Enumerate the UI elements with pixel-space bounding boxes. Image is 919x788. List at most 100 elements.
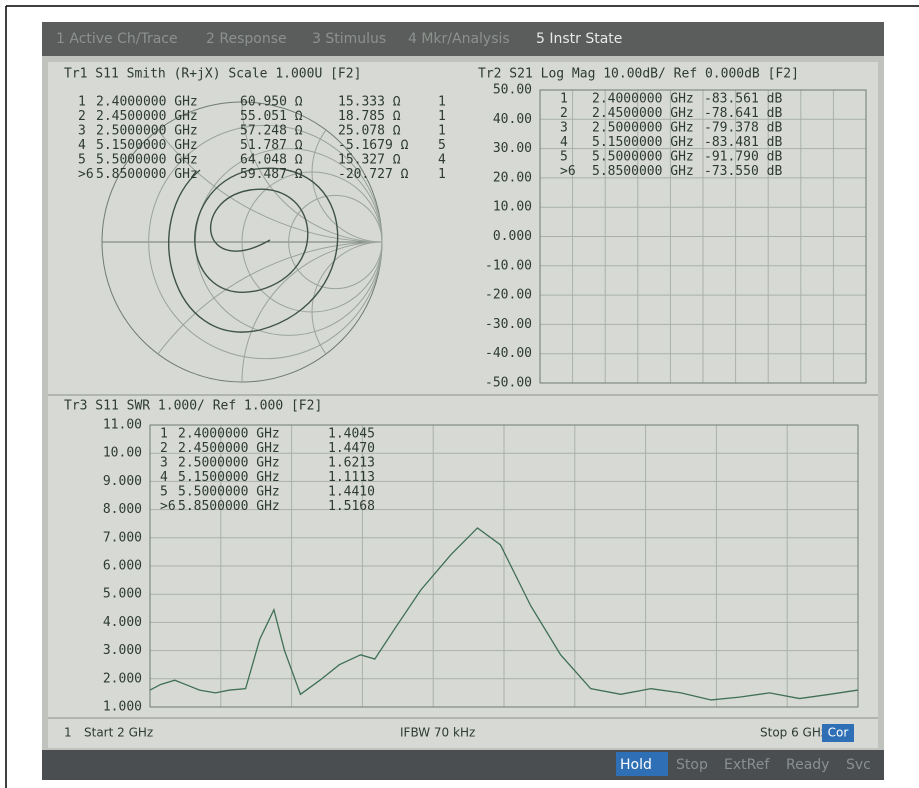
marker-readout: 2.4000000 GHz bbox=[96, 95, 198, 110]
y-tick-label: 8.000 bbox=[103, 502, 142, 517]
marker-readout: 1 bbox=[78, 95, 86, 110]
y-tick-label: -40.00 bbox=[485, 346, 532, 361]
marker-readout: 59.487 Ω bbox=[240, 167, 303, 182]
marker-readout: -73.550 dB bbox=[704, 164, 782, 179]
marker-readout: -78.641 dB bbox=[704, 106, 782, 121]
trace-title: Tr1 S11 Smith (R+jX) Scale 1.000U [F2] bbox=[64, 67, 361, 82]
status-button[interactable]: Svc bbox=[846, 757, 871, 773]
status-button[interactable]: Hold bbox=[620, 757, 652, 773]
status-button[interactable]: Stop bbox=[676, 757, 708, 773]
plot-frame bbox=[149, 424, 859, 708]
smith-grid bbox=[311, 241, 382, 382]
marker-readout: 2.5000000 GHz bbox=[592, 121, 694, 136]
y-tick-label: 0.000 bbox=[493, 229, 532, 244]
marker-readout: 5.5000000 GHz bbox=[592, 150, 694, 165]
status-start: Start 2 GHz bbox=[84, 726, 153, 740]
marker-readout: 1.4410 bbox=[328, 485, 375, 500]
marker-readout: 4 bbox=[560, 135, 568, 150]
hold-button-bg bbox=[616, 752, 668, 776]
trace-title: Tr3 S11 SWR 1.000/ Ref 1.000 [F2] bbox=[64, 399, 322, 414]
marker-readout: 2.5000000 GHz bbox=[96, 124, 198, 139]
marker-readout: -5.1679 Ω bbox=[338, 138, 409, 153]
y-tick-label: 3.000 bbox=[103, 643, 142, 658]
marker-readout: 5.8500000 GHz bbox=[96, 167, 198, 182]
marker-readout: 5 bbox=[560, 150, 568, 165]
marker-readout: 3 bbox=[160, 456, 168, 471]
marker-readout: 2.4000000 GHz bbox=[178, 427, 280, 442]
y-tick-label: 1.000 bbox=[103, 700, 142, 715]
trace-title: Tr2 S21 Log Mag 10.00dB/ Ref 0.000dB [F2… bbox=[478, 67, 799, 82]
status-button[interactable]: ExtRef bbox=[724, 757, 770, 773]
status-channel: 1 bbox=[64, 726, 72, 740]
y-tick-label: 4.000 bbox=[103, 615, 142, 630]
marker-readout: 4 bbox=[438, 153, 446, 168]
y-tick-label: 50.00 bbox=[493, 83, 532, 98]
marker-readout: 4 bbox=[78, 138, 86, 153]
marker-readout: 15.333 Ω bbox=[338, 95, 401, 110]
marker-readout: >6 bbox=[560, 164, 576, 179]
marker-readout: 1 bbox=[438, 109, 446, 124]
marker-readout: 5.1500000 GHz bbox=[178, 470, 280, 485]
y-tick-label: 5.000 bbox=[103, 587, 142, 602]
marker-readout: 5 bbox=[160, 485, 168, 500]
y-tick-label: -30.00 bbox=[485, 317, 532, 332]
marker-readout: -83.561 dB bbox=[704, 92, 782, 107]
marker-readout: 5.1500000 GHz bbox=[96, 138, 198, 153]
y-tick-label: 30.00 bbox=[493, 141, 532, 156]
marker-readout: 3 bbox=[560, 121, 568, 136]
menu-tab[interactable]: 4 Mkr/Analysis bbox=[408, 31, 510, 47]
marker-readout: 2.4500000 GHz bbox=[592, 106, 694, 121]
status-button[interactable]: Ready bbox=[786, 757, 829, 773]
marker-readout: >6 bbox=[160, 499, 176, 514]
marker-readout: 1 bbox=[438, 95, 446, 110]
y-tick-label: 7.000 bbox=[103, 530, 142, 545]
marker-readout: 5.8500000 GHz bbox=[178, 499, 280, 514]
marker-readout: 2.4500000 GHz bbox=[178, 441, 280, 456]
marker-readout: -83.481 dB bbox=[704, 135, 782, 150]
marker-readout: 5 bbox=[438, 138, 446, 153]
smith-trace bbox=[168, 167, 339, 333]
marker-readout: 1.5168 bbox=[328, 499, 375, 514]
marker-readout: -91.790 dB bbox=[704, 150, 782, 165]
marker-readout: 2 bbox=[78, 109, 86, 124]
marker-readout: 5.1500000 GHz bbox=[592, 135, 694, 150]
marker-readout: 5 bbox=[78, 153, 86, 168]
smith-grid bbox=[311, 102, 382, 243]
y-tick-label: 6.000 bbox=[103, 559, 142, 574]
menu-tab[interactable]: 2 Response bbox=[206, 31, 287, 47]
marker-readout: 1 bbox=[560, 92, 568, 107]
cor-badge bbox=[822, 724, 854, 742]
smith-grid bbox=[288, 194, 383, 290]
y-tick-label: -50.00 bbox=[485, 376, 532, 391]
y-tick-label: 40.00 bbox=[493, 112, 532, 127]
y-tick-label: 2.000 bbox=[103, 671, 142, 686]
plot-frame bbox=[539, 89, 867, 384]
y-tick-label: 9.000 bbox=[103, 474, 142, 489]
marker-readout: 5.5000000 GHz bbox=[96, 153, 198, 168]
menu-tab[interactable]: 1 Active Ch/Trace bbox=[56, 31, 178, 47]
y-tick-label: -10.00 bbox=[485, 258, 532, 273]
menu-tab[interactable]: 3 Stimulus bbox=[312, 31, 386, 47]
display-area bbox=[48, 62, 878, 748]
marker-readout: 5.8500000 GHz bbox=[592, 164, 694, 179]
y-tick-label: 11.00 bbox=[103, 418, 142, 433]
marker-readout: 5.5000000 GHz bbox=[178, 485, 280, 500]
y-tick-label: 10.00 bbox=[493, 200, 532, 215]
marker-readout: >6 bbox=[78, 167, 94, 182]
status-stop: Stop 6 GHz bbox=[760, 726, 827, 740]
marker-readout: 60.950 Ω bbox=[240, 95, 303, 110]
marker-readout: 2.4500000 GHz bbox=[96, 109, 198, 124]
marker-readout: -79.378 dB bbox=[704, 121, 782, 136]
status-cor: Cor bbox=[828, 726, 849, 740]
menu-tab[interactable]: 5 Instr State bbox=[536, 31, 622, 47]
marker-readout: 3 bbox=[78, 124, 86, 139]
marker-readout: 2.5000000 GHz bbox=[178, 456, 280, 471]
marker-readout: 51.787 Ω bbox=[240, 138, 303, 153]
marker-readout: 64.048 Ω bbox=[240, 153, 303, 168]
marker-readout: 15.327 Ω bbox=[338, 153, 401, 168]
marker-readout: 1 bbox=[438, 124, 446, 139]
marker-readout: 2.4000000 GHz bbox=[592, 92, 694, 107]
y-tick-label: -20.00 bbox=[485, 288, 532, 303]
marker-readout: 57.248 Ω bbox=[240, 124, 303, 139]
